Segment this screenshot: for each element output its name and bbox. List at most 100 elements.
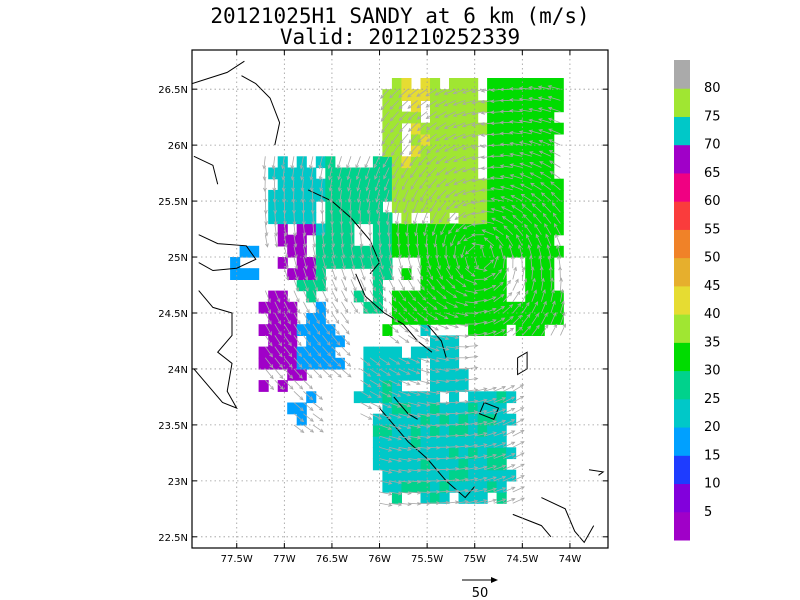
wind-vector-head xyxy=(406,392,412,397)
wind-vector xyxy=(263,156,266,169)
wind-vector xyxy=(539,129,552,135)
wind-vector xyxy=(426,122,437,131)
wind-vector-head xyxy=(535,233,540,239)
wind-vector xyxy=(388,301,398,312)
wind-vector xyxy=(545,234,552,246)
wind-cell xyxy=(430,313,441,325)
wind-cell xyxy=(487,189,498,202)
colorbar-swatch xyxy=(674,342,690,372)
wind-vector-head xyxy=(480,188,485,192)
wind-vector-head xyxy=(272,187,277,193)
wind-vector-head xyxy=(511,441,516,446)
wind-vector xyxy=(407,268,414,280)
wind-vector-head xyxy=(520,452,525,457)
wind-vector-head xyxy=(501,419,507,424)
wind-vector xyxy=(493,256,499,269)
wind-cell xyxy=(410,436,421,448)
wind-vector-head xyxy=(319,417,324,422)
wind-vector xyxy=(543,213,552,224)
wind-vector xyxy=(388,245,392,259)
coastline-segment xyxy=(588,469,605,476)
wind-cell xyxy=(306,167,317,180)
wind-vector-head xyxy=(473,499,479,504)
wind-cell xyxy=(315,335,326,348)
coastline-segment xyxy=(512,513,552,538)
wind-vector-head xyxy=(397,404,402,408)
wind-vector xyxy=(398,502,411,505)
wind-vector xyxy=(531,278,536,291)
wind-vector-head xyxy=(473,290,479,295)
wind-vector xyxy=(365,167,371,180)
wind-vector-head xyxy=(509,184,515,189)
wind-cell xyxy=(468,413,479,426)
wind-vector-head xyxy=(367,221,372,226)
wind-vector xyxy=(393,178,399,191)
wind-vector xyxy=(471,223,485,226)
wind-vector-head xyxy=(375,198,380,203)
wind-cell xyxy=(277,346,288,359)
wind-cell xyxy=(468,290,479,303)
wind-cell xyxy=(525,133,536,146)
wind-cell xyxy=(439,100,450,113)
wind-cell xyxy=(239,268,250,280)
wind-vector xyxy=(407,335,419,343)
wind-vector xyxy=(341,234,344,247)
wind-cell xyxy=(277,324,288,336)
wind-vector-head xyxy=(492,476,497,480)
wind-vector-head xyxy=(465,265,470,270)
colorbar-swatch xyxy=(674,116,690,146)
wind-vector xyxy=(455,323,469,327)
wind-vector xyxy=(560,312,565,325)
wind-vector-head xyxy=(399,151,404,156)
wind-vector xyxy=(436,279,445,290)
wind-vector xyxy=(293,312,301,324)
wind-vector xyxy=(320,178,323,192)
wind-vector xyxy=(493,465,506,471)
wind-cell xyxy=(268,201,279,213)
wind-vector-head xyxy=(509,316,514,320)
wind-cell xyxy=(458,268,469,280)
wind-vector-head xyxy=(366,362,371,367)
wind-vector xyxy=(484,319,497,325)
wind-cell xyxy=(458,212,469,225)
wind-vector-head xyxy=(435,347,440,352)
wind-cell xyxy=(277,313,288,325)
wind-vector xyxy=(291,167,295,180)
wind-cell xyxy=(553,290,564,303)
wind-vector-head xyxy=(492,397,497,402)
wind-cell xyxy=(449,257,460,269)
wind-cell xyxy=(506,223,517,236)
wind-vector xyxy=(312,245,316,259)
wind-vector xyxy=(509,99,523,101)
wind-vector xyxy=(484,330,497,336)
wind-vector-head xyxy=(437,207,442,212)
wind-cell xyxy=(325,189,336,202)
wind-vector-head xyxy=(379,254,383,259)
wind-vector-head xyxy=(483,237,489,242)
wind-cell xyxy=(430,156,441,169)
wind-vector xyxy=(398,279,405,291)
wind-vector xyxy=(404,212,409,225)
wind-vector xyxy=(331,245,335,259)
wind-vector-head xyxy=(370,265,375,270)
wind-vector xyxy=(283,301,291,314)
wind-vector-head xyxy=(511,498,516,502)
wind-cell xyxy=(458,480,469,493)
wind-vector xyxy=(493,408,506,415)
wind-vector xyxy=(293,368,303,379)
wind-vector xyxy=(369,256,374,270)
wind-vector-head xyxy=(325,309,329,314)
wind-vector-head xyxy=(444,136,449,141)
wind-vector xyxy=(455,290,468,297)
wind-cell xyxy=(382,402,393,415)
wind-vector xyxy=(312,424,324,433)
wind-vector xyxy=(436,346,449,350)
wind-vector-head xyxy=(501,397,507,401)
wind-vector xyxy=(560,278,562,291)
wind-cell xyxy=(287,324,298,336)
wind-cell xyxy=(401,402,412,415)
wind-cell xyxy=(315,234,326,247)
wind-vector-head xyxy=(470,272,476,277)
wind-vector xyxy=(474,466,487,471)
colorbar-label: 75 xyxy=(704,110,721,125)
